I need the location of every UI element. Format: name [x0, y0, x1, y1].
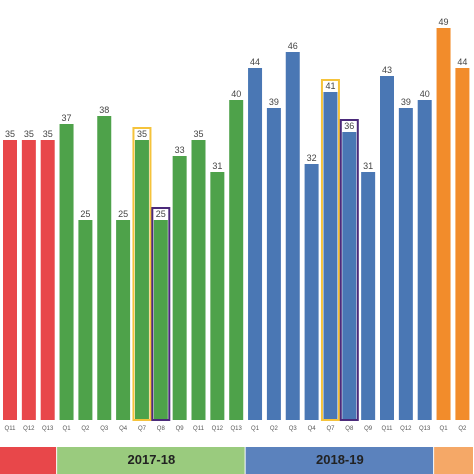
value-label: 31 [363, 161, 373, 171]
highlight-boxes-layer [132, 79, 359, 421]
bar-q2-4 [78, 220, 93, 420]
value-label: 39 [269, 97, 279, 107]
category-tick-label: Q12 [23, 426, 35, 432]
group-band [245, 447, 434, 474]
category-tick-label: Q7 [326, 426, 335, 432]
highlight-box [339, 119, 359, 421]
value-label: 44 [457, 57, 467, 67]
bar-q3-15 [285, 52, 300, 420]
value-label: 43 [382, 65, 392, 75]
value-label: 32 [307, 153, 317, 163]
category-tick-label: Q11 [382, 426, 394, 432]
category-tick-label: Q1 [63, 426, 72, 432]
bar-q11-0 [3, 140, 17, 420]
bar-q9-9 [172, 156, 187, 420]
value-label: 49 [439, 17, 449, 27]
category-tick-label: Q3 [289, 426, 298, 432]
category-tick-label: Q13 [231, 426, 243, 432]
value-label: 35 [43, 129, 53, 139]
bar-q1-3 [59, 124, 74, 420]
value-label: 25 [80, 209, 90, 219]
bar-q11-20 [380, 76, 394, 420]
bar-q7-7 [134, 140, 149, 420]
bars-layer [3, 28, 470, 420]
bar-q8-18 [342, 132, 357, 420]
category-ticks-layer: Q11 Q12 Q13 Q1 Q2 Q3 Q4 Q7 Q8 Q9 Q11 Q12 Q13 Q1 Q2 Q3 Q4… [5, 426, 468, 432]
bar-q8-8 [153, 220, 168, 420]
value-label: 33 [175, 145, 185, 155]
group-band [57, 447, 245, 474]
bar-q12-11 [210, 172, 225, 420]
bar-q13-12 [229, 100, 244, 420]
highlight-box [320, 79, 340, 421]
bar-q2-14 [266, 108, 281, 420]
bar-q3-5 [97, 116, 112, 420]
bar-q12-1 [21, 140, 36, 420]
bar-q4-6 [116, 220, 131, 420]
value-label: 40 [420, 89, 430, 99]
category-tick-label: Q9 [364, 426, 373, 432]
value-label: 25 [156, 209, 166, 219]
group-band [0, 447, 57, 474]
bar-q1-23 [436, 28, 451, 420]
category-tick-label: Q11 [193, 426, 205, 432]
value-label: 44 [250, 57, 260, 67]
bar-q11-10 [191, 140, 206, 420]
group-bands-layer: 2017-18 2018-19 [0, 447, 473, 474]
highlight-box [151, 207, 171, 421]
value-label: 36 [344, 121, 354, 131]
bar-q1-13 [248, 68, 263, 420]
category-tick-label: Q7 [138, 426, 147, 432]
value-label: 46 [288, 41, 298, 51]
value-label: 35 [193, 129, 203, 139]
value-label: 40 [231, 89, 241, 99]
bar-q13-2 [40, 140, 55, 420]
group-band [434, 447, 473, 474]
category-tick-label: Q4 [308, 426, 317, 432]
value-labels-layer: 35 35 35 37 25 38 25 35 25 33 35 31 40 44 39 46 32 41 36 31… [5, 17, 467, 219]
category-tick-label: Q12 [212, 426, 224, 432]
highlight-box [132, 127, 152, 421]
category-tick-label: Q8 [345, 426, 354, 432]
bar-q13-22 [417, 100, 432, 420]
category-tick-label: Q11 [5, 426, 17, 432]
value-label: 35 [137, 129, 147, 139]
bar-q9-19 [361, 172, 376, 420]
category-tick-label: Q13 [419, 426, 431, 432]
category-tick-label: Q2 [458, 426, 467, 432]
category-tick-label: Q12 [400, 426, 412, 432]
category-tick-label: Q1 [440, 426, 449, 432]
bar-q12-21 [398, 108, 413, 420]
category-tick-label: Q2 [270, 426, 279, 432]
value-label: 41 [325, 81, 335, 91]
value-label: 25 [118, 209, 128, 219]
value-label: 37 [62, 113, 72, 123]
category-tick-label: Q13 [42, 426, 54, 432]
group-band-label: 2018-19 [316, 452, 364, 467]
value-label: 35 [5, 129, 15, 139]
category-tick-label: Q3 [100, 426, 109, 432]
category-tick-label: Q4 [119, 426, 128, 432]
category-tick-label: Q9 [176, 426, 185, 432]
category-tick-label: Q8 [157, 426, 166, 432]
bar-q7-17 [323, 92, 338, 420]
group-band-label: 2017-18 [128, 452, 176, 467]
bar-q2-24 [455, 68, 470, 420]
category-tick-label: Q1 [251, 426, 260, 432]
category-tick-label: Q2 [81, 426, 90, 432]
value-label: 31 [212, 161, 222, 171]
bar-q4-16 [304, 164, 319, 420]
value-label: 39 [401, 97, 411, 107]
value-label: 38 [99, 105, 109, 115]
value-label: 35 [24, 129, 34, 139]
